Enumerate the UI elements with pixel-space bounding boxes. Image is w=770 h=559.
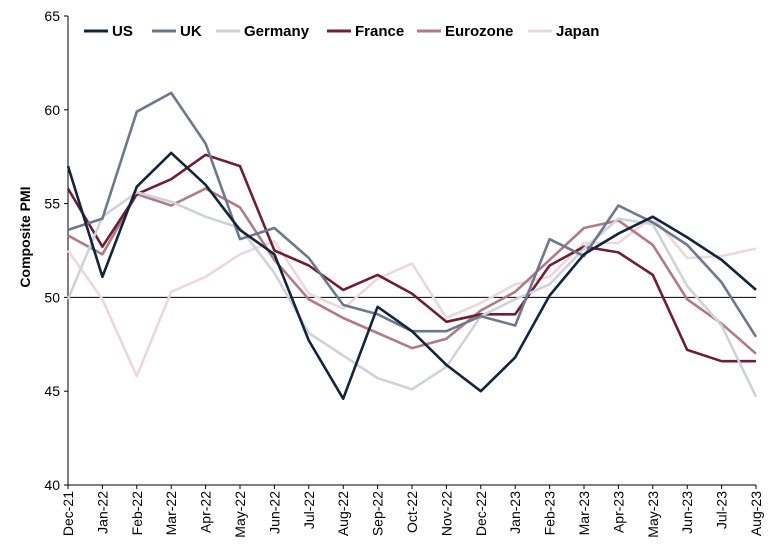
x-tick-label: Aug-23 — [748, 491, 764, 536]
x-tick-label: Feb-22 — [129, 491, 145, 536]
x-tick-label: Mar-23 — [576, 491, 592, 536]
plot-area — [67, 16, 756, 486]
series-line-france — [66, 153, 756, 363]
y-tick-label: 40 — [44, 477, 60, 493]
x-tick-label: May-23 — [645, 491, 661, 538]
legend-label-uk: UK — [180, 23, 202, 40]
x-axis: Dec-21 Jan-22 Feb-22 Mar-22 Apr-22 May-22 Jun-… — [60, 485, 764, 538]
legend-label-japan: Japan — [556, 23, 599, 40]
x-tick-label: Dec-21 — [60, 491, 76, 536]
legend-label-germany: Germany — [244, 23, 310, 40]
legend-label-france: France — [355, 23, 404, 40]
y-tick-label: 45 — [44, 383, 60, 399]
x-tick-label: Jan-22 — [94, 491, 110, 534]
y-tick-label: 50 — [44, 289, 60, 305]
legend-label-us: US — [112, 23, 133, 40]
x-tick-label: Jul-23 — [714, 491, 730, 529]
series-line-eurozone — [67, 187, 757, 355]
y-tick-label: 65 — [44, 8, 60, 24]
x-tick-label: Aug-22 — [335, 491, 351, 536]
x-tick-label: Jun-23 — [679, 491, 695, 534]
series-lines — [66, 91, 758, 401]
legend: US UK Germany France Eurozone Japan — [84, 23, 599, 40]
y-axis-title: Composite PMI — [17, 186, 33, 287]
x-tick-label: Sep-22 — [370, 491, 386, 536]
x-tick-label: Oct-22 — [404, 491, 420, 533]
x-tick-label: Mar-22 — [163, 491, 179, 536]
series-line-us — [66, 151, 757, 401]
x-tick-label: Jul-22 — [301, 491, 317, 529]
x-tick-label: Jan-23 — [507, 491, 523, 534]
x-tick-label: Nov-22 — [438, 491, 454, 536]
y-tick-label: 60 — [44, 102, 60, 118]
y-tick-label: 55 — [44, 196, 60, 212]
x-tick-label: Feb-23 — [542, 491, 558, 536]
series-line-uk — [67, 91, 758, 338]
x-tick-label: Apr-22 — [198, 491, 214, 533]
series-line-japan — [66, 215, 757, 378]
x-tick-label: May-22 — [232, 491, 248, 538]
y-axis: 40 45 50 55 60 65 — [44, 8, 68, 493]
x-tick-label: Apr-23 — [610, 491, 626, 533]
legend-label-eurozone: Eurozone — [445, 23, 513, 40]
x-tick-label: Jun-22 — [266, 491, 282, 534]
x-tick-label: Dec-22 — [473, 491, 489, 536]
